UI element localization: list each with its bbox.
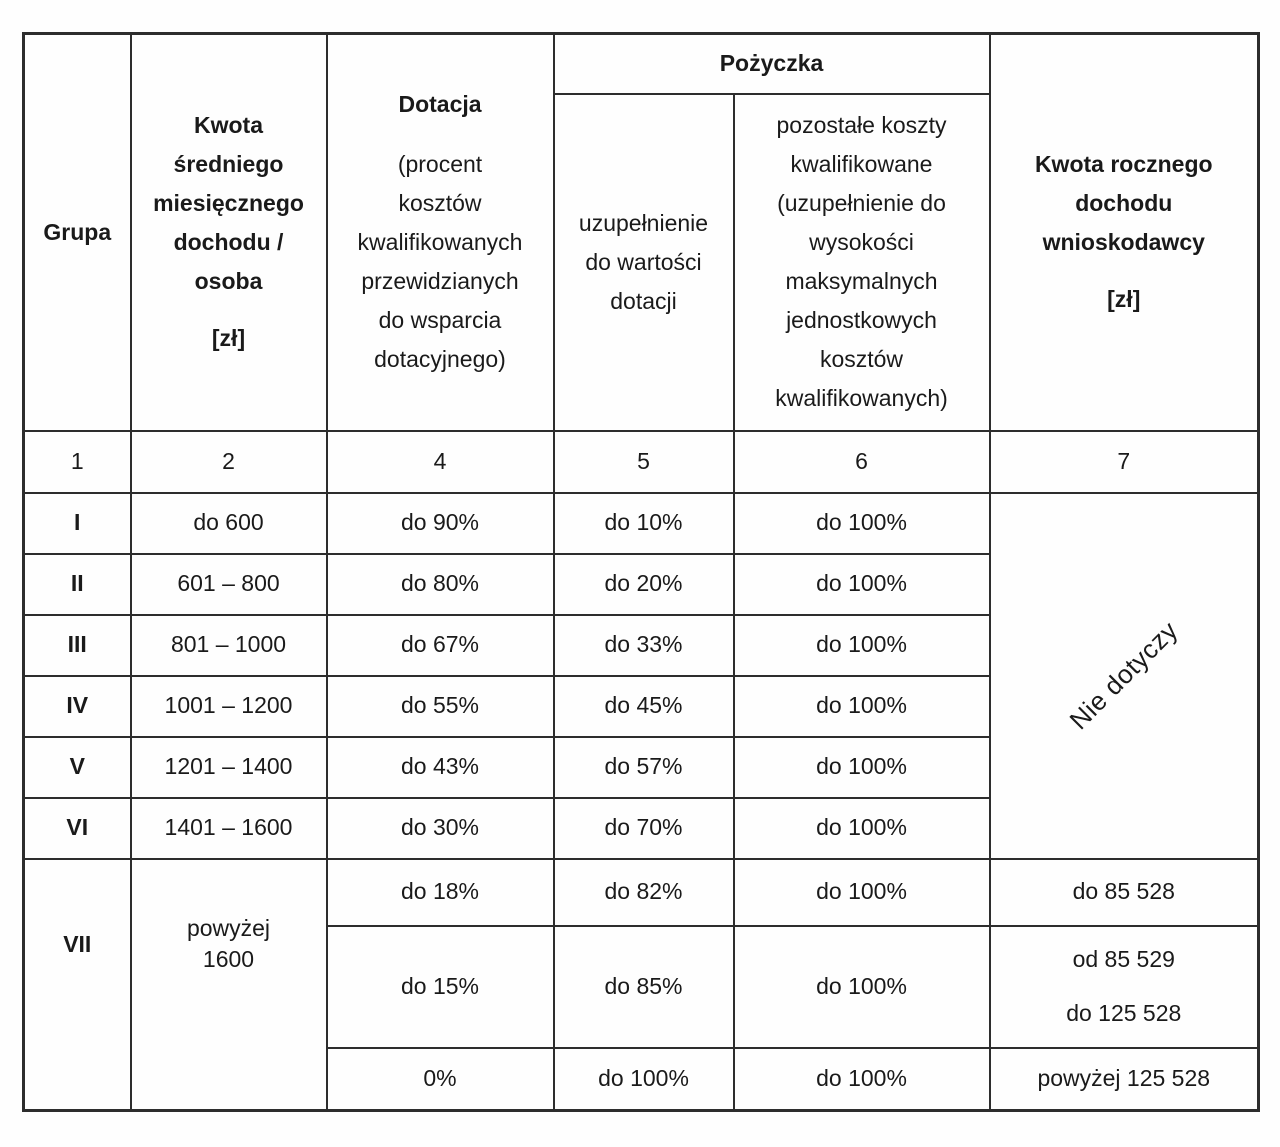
header-dotacja-title: Dotacja	[398, 91, 482, 118]
header-monthly-income: Kwota średniego miesięcznego dochodu / o…	[129, 32, 328, 432]
cell-dotacja: do 67%	[325, 613, 555, 677]
cell-loan-supplement: do 100%	[552, 1046, 735, 1112]
cell-dotacja: do 90%	[325, 491, 555, 555]
row-group-V: V 1201 – 1400 do 43% do 57% do 100%	[22, 735, 1259, 799]
cell-income: 1401 – 1600	[129, 796, 328, 860]
column-number-4: 4	[325, 429, 555, 494]
column-number-5: 5	[552, 429, 735, 494]
cell-loan-other: do 100%	[732, 924, 991, 1049]
grant-loan-table: Grupa Kwota średniego miesięcznego docho…	[22, 32, 1260, 1112]
cell-dotacja: 0%	[325, 1046, 555, 1112]
header-monthly-income-unit: [zł]	[211, 325, 246, 352]
header-dotacja-subtitle: (procent kosztów kwalifikowanych przewid…	[357, 151, 523, 373]
header-dotacja: Dotacja (procent kosztów kwalifikowanych…	[325, 32, 555, 432]
column-number-2: 2	[129, 429, 328, 494]
cell-group: III	[22, 613, 132, 677]
cell-loan-supplement: do 20%	[552, 552, 735, 616]
cell-annual-income: powyżej 125 528	[988, 1046, 1260, 1112]
cell-loan-other: do 100%	[732, 735, 991, 799]
cell-loan-other: do 100%	[732, 796, 991, 860]
header-grupa: Grupa	[22, 32, 132, 432]
cell-not-applicable: Nie dotyczy	[988, 491, 1260, 860]
header-row-band: Grupa Kwota średniego miesięcznego docho…	[22, 32, 1260, 432]
row-group-I: I do 600 do 90% do 10% do 100% Nie dotyc…	[22, 491, 1260, 860]
cell-loan-supplement: do 82%	[552, 857, 735, 927]
cell-dotacja: do 30%	[325, 796, 555, 860]
cell-loan-supplement: do 70%	[552, 796, 735, 860]
cell-dotacja: do 43%	[325, 735, 555, 799]
cell-group-vii: VII	[22, 857, 132, 1112]
cell-income: 1201 – 1400	[129, 735, 328, 799]
annual-income-range-to: do 125 528	[1066, 999, 1182, 1026]
header-loan-supplement-label: uzupełnienie do wartości dotacji	[578, 209, 709, 314]
column-number-1: 1	[22, 429, 132, 494]
cell-group: II	[22, 552, 132, 616]
cell-group: V	[22, 735, 132, 799]
row-group-VI: VI 1401 – 1600 do 30% do 70% do 100%	[22, 796, 1259, 860]
cell-income: do 600	[129, 491, 328, 555]
column-number-6: 6	[732, 429, 991, 494]
header-annual-income: Kwota rocznego dochodu wnioskodawcy [zł]	[988, 32, 1260, 432]
cell-dotacja: do 80%	[325, 552, 555, 616]
column-number-7: 7	[988, 429, 1260, 494]
cell-loan-supplement: do 45%	[552, 674, 735, 738]
cell-dotacja: do 18%	[325, 857, 555, 927]
cell-loan-other: do 100%	[732, 674, 991, 738]
row-group-IV: IV 1001 – 1200 do 55% do 45% do 100%	[22, 674, 1259, 738]
cell-income: 801 – 1000	[129, 613, 328, 677]
cell-loan-other: do 100%	[732, 1046, 991, 1112]
header-loan-supplement: uzupełnienie do wartości dotacji	[552, 92, 735, 432]
cell-loan-other: do 100%	[732, 491, 991, 555]
row-group-VII-b: do 15% do 85% do 100% od 85 529 do 125 5…	[24, 924, 1260, 1049]
cell-annual-income: do 85 528	[988, 857, 1260, 927]
row-group-III: III 801 – 1000 do 67% do 33% do 100%	[22, 613, 1259, 677]
cell-dotacja: do 15%	[325, 924, 555, 1049]
cell-loan-supplement: do 33%	[552, 613, 735, 677]
header-row-sub: uzupełnienie do wartości dotacji pozosta…	[24, 92, 1259, 432]
cell-loan-other: do 100%	[732, 552, 991, 616]
cell-loan-other: do 100%	[732, 613, 991, 677]
cell-loan-other: do 100%	[732, 857, 991, 927]
cell-group: VI	[22, 796, 132, 860]
header-annual-income-unit: [zł]	[1107, 286, 1141, 313]
row-group-VII-c: 0% do 100% do 100% powyżej 125 528	[24, 1046, 1260, 1112]
cell-loan-supplement: do 57%	[552, 735, 735, 799]
cell-group: I	[22, 491, 132, 555]
cell-loan-supplement: do 10%	[552, 491, 735, 555]
header-loan-other-label: pozostałe koszty kwalifikowane (uzupełni…	[775, 112, 948, 411]
header-loan-other: pozostałe koszty kwalifikowane (uzupełni…	[732, 92, 991, 432]
header-pozyczka: Pożyczka	[552, 32, 991, 95]
cell-income: 1001 – 1200	[129, 674, 328, 738]
cell-loan-supplement: do 85%	[552, 924, 735, 1049]
annual-income-range-from: od 85 529	[1072, 946, 1175, 973]
header-monthly-income-label: Kwota średniego miesięcznego dochodu / o…	[153, 112, 304, 295]
row-group-II: II 601 – 800 do 80% do 20% do 100%	[22, 552, 1259, 616]
cell-dotacja: do 55%	[325, 674, 555, 738]
header-annual-income-label: Kwota rocznego dochodu wnioskodawcy	[1034, 151, 1213, 256]
cell-annual-income-range: od 85 529 do 125 528	[988, 924, 1260, 1049]
cell-income-vii: powyżej 1600	[129, 857, 328, 1112]
not-applicable-rotated-label: Nie dotyczy	[1063, 615, 1184, 736]
cell-group: IV	[22, 674, 132, 738]
column-number-row: 1 2 4 5 6 7	[22, 429, 1260, 494]
cell-income: 601 – 800	[129, 552, 328, 616]
row-group-VII-a: VII powyżej 1600 do 18% do 82% do 100% d…	[22, 857, 1260, 1112]
